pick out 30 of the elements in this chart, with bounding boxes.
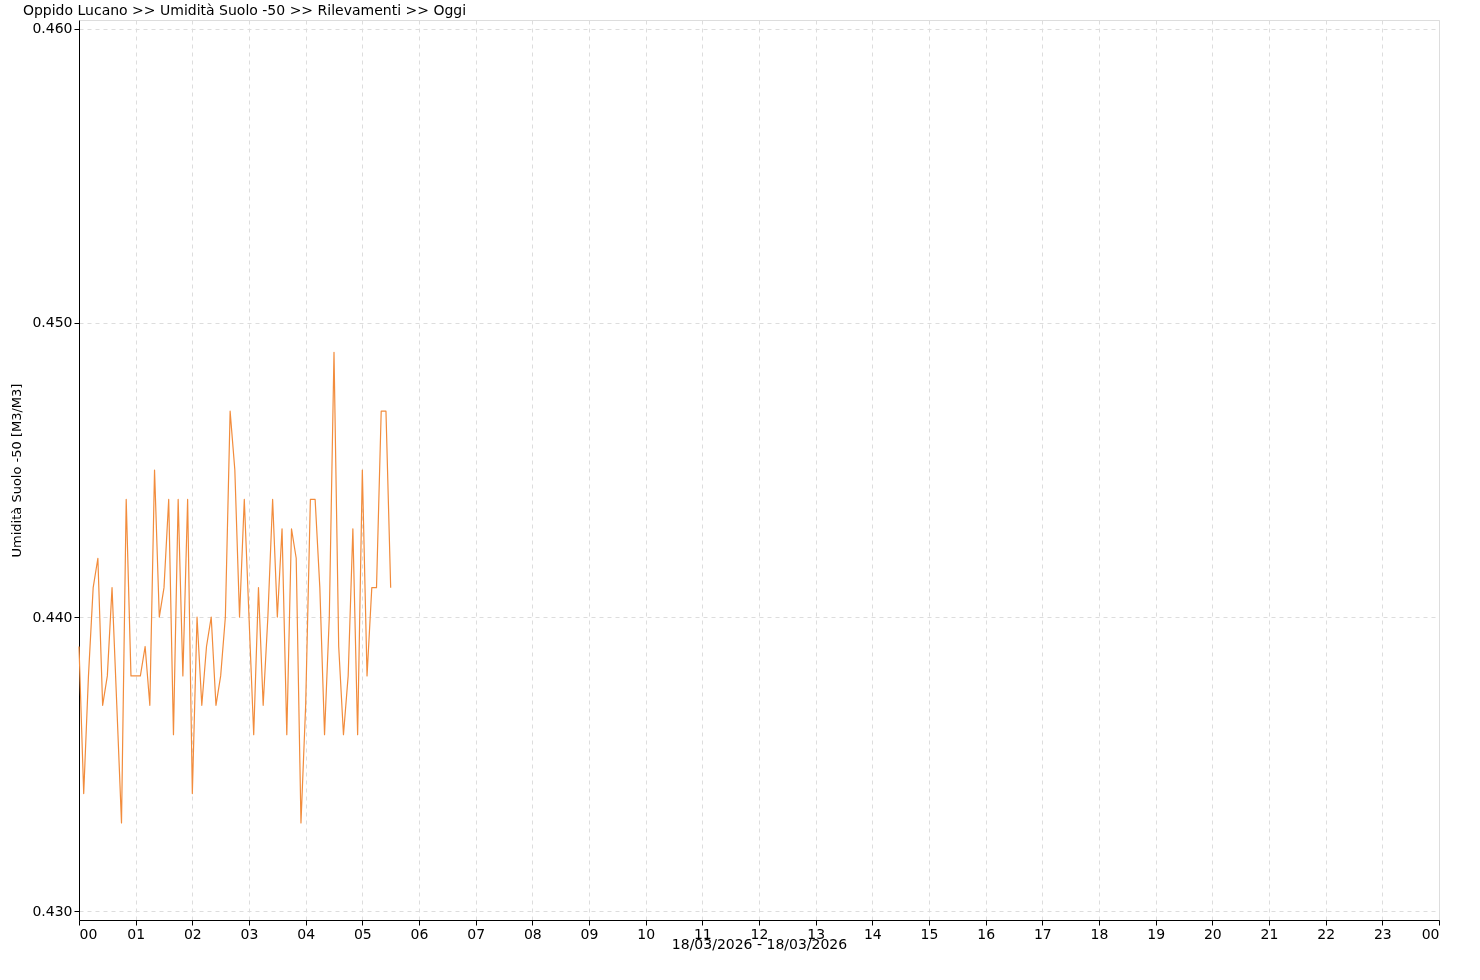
x-tick-label: 21 (1260, 925, 1279, 942)
x-tick-label: 05 (353, 925, 372, 942)
x-tick-label: 19 (1147, 925, 1166, 942)
x-tick-label: 08 (523, 925, 542, 942)
x-tick-label: 14 (863, 925, 882, 942)
x-tick-label: 22 (1317, 925, 1336, 942)
x-tick-label: 17 (1033, 925, 1052, 942)
x-tick-label: 01 (127, 925, 146, 942)
line-series (78, 351, 392, 824)
x-tick-label: 12 (750, 925, 769, 942)
y-tick-label: 0.430 (32, 902, 73, 919)
x-tick-label: 23 (1373, 925, 1392, 942)
x-tick-label: 10 (637, 925, 656, 942)
x-tick-label: 20 (1203, 925, 1222, 942)
x-tick-label: 03 (240, 925, 259, 942)
y-tick-label: 0.450 (32, 314, 73, 331)
y-axis-title: Umidità Suolo -50 [M3/M3] (9, 383, 25, 558)
x-tick-label: 07 (467, 925, 486, 942)
x-tick-label: 02 (183, 925, 202, 942)
x-tick-label: 06 (410, 925, 429, 942)
x-tick-label: 00 (1421, 925, 1440, 942)
x-tick-label: 15 (920, 925, 939, 942)
x-tick-label: 04 (297, 925, 316, 942)
y-tick-label: 0.440 (32, 608, 73, 625)
y-tick-label: 0.460 (32, 20, 73, 37)
x-tick-label: 18 (1090, 925, 1109, 942)
x-tick-label: 16 (977, 925, 996, 942)
x-tick-label: 00 (79, 925, 98, 942)
chart-title: Oppido Lucano >> Umidità Suolo -50 >> Rilevamenti >> Oggi (22, 2, 467, 18)
x-tick-label: 09 (580, 925, 599, 942)
